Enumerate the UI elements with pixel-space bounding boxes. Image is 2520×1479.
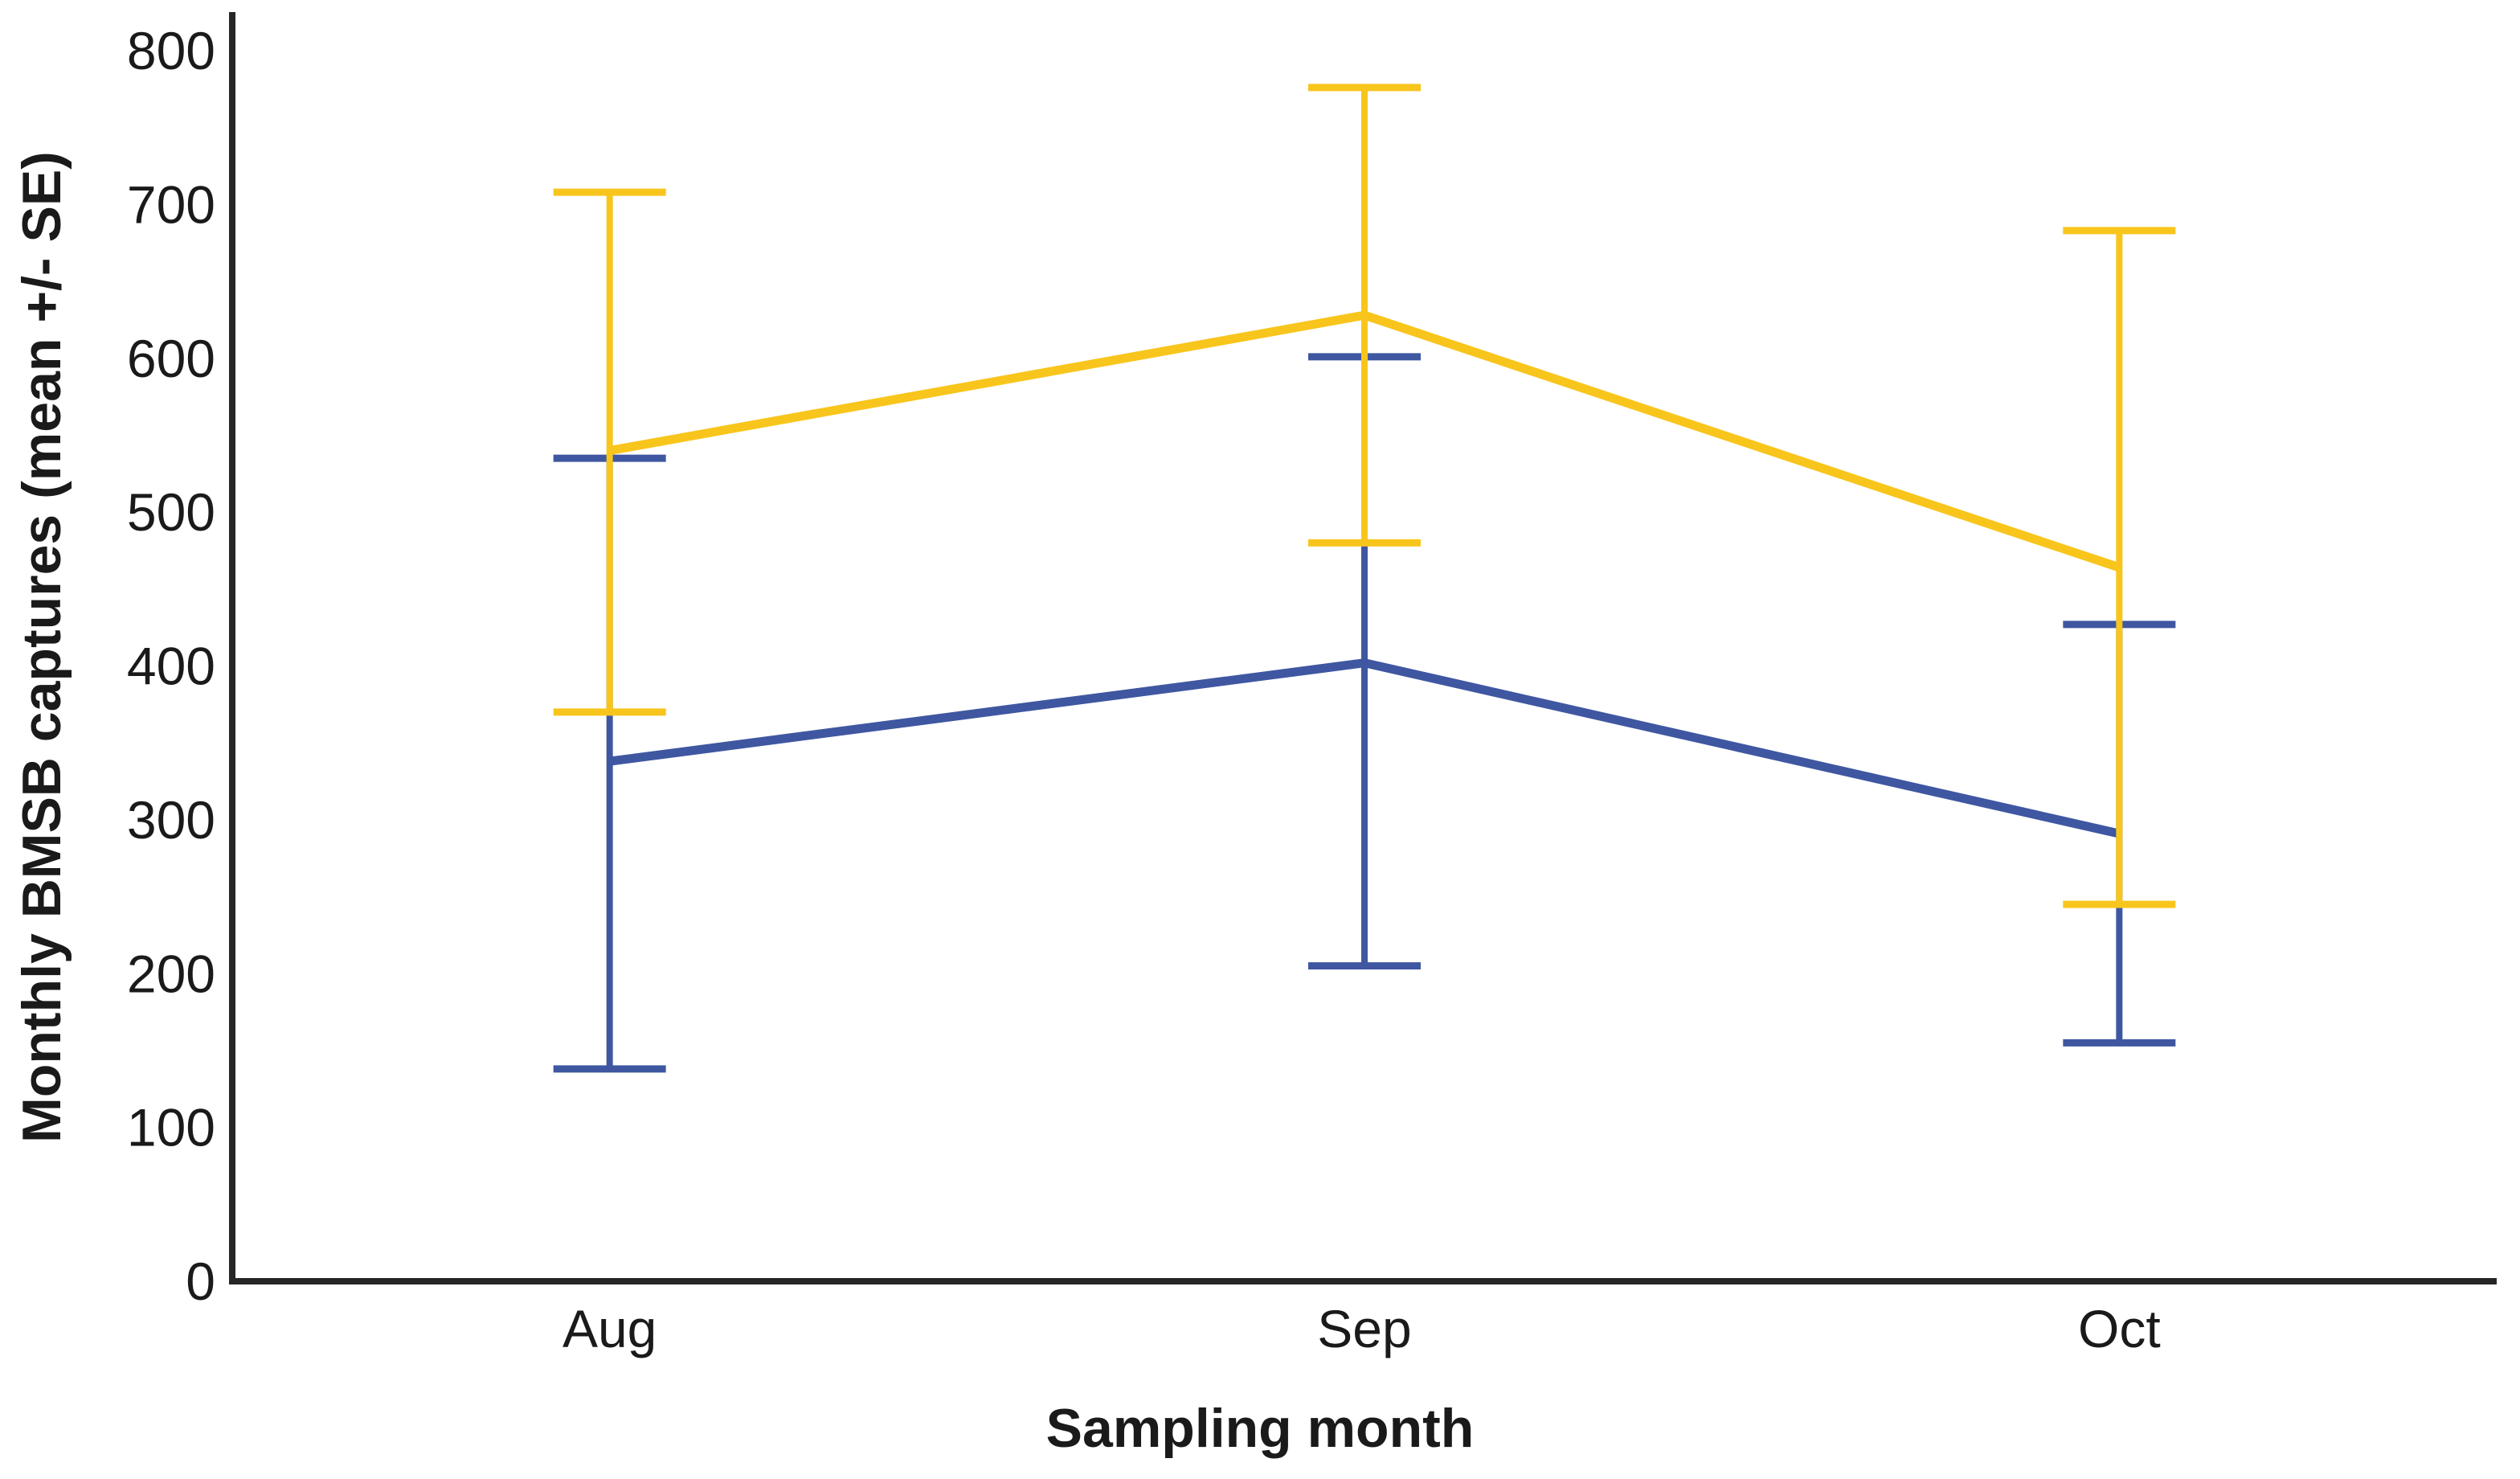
y-tick-label-400: 400 [127,637,215,696]
y-tick-label-800: 800 [127,21,215,80]
y-tick-label-300: 300 [127,790,215,850]
y-tick-label-500: 500 [127,482,215,542]
x-tick-label-sep: Sep [1317,1299,1411,1358]
x-axis-title: Sampling month [1046,1398,1475,1459]
y-axis-title: Monthly BMSB captures (mean +/- SE) [11,151,72,1143]
x-tick-label-oct: Oct [2078,1299,2161,1358]
x-tick-label-aug: Aug [562,1299,657,1358]
series-line-blue [608,658,2121,838]
y-tick-label-700: 700 [127,174,215,234]
y-tick-label-600: 600 [127,329,215,388]
y-tick-label-100: 100 [127,1098,215,1157]
y-tick-label-200: 200 [127,944,215,1003]
series-line-yellow [608,310,2121,572]
y-tick-label-0: 0 [186,1252,215,1311]
